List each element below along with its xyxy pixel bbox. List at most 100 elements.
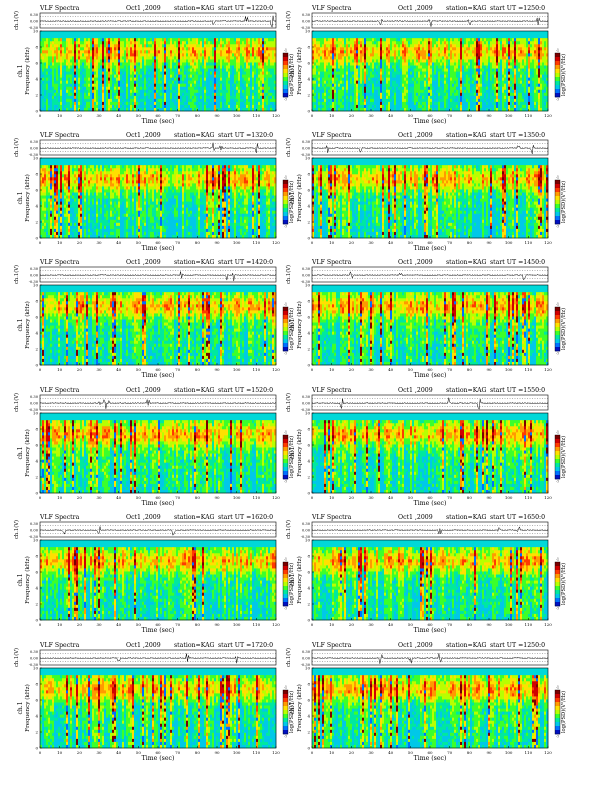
spectrogram-cell bbox=[68, 74, 71, 78]
spectrogram-cell bbox=[224, 89, 227, 94]
spectrogram-cell bbox=[322, 95, 325, 100]
spectrogram-cell bbox=[80, 86, 83, 91]
spectrogram-cell bbox=[194, 68, 197, 72]
spectrogram-cell bbox=[444, 62, 447, 66]
spectrogram-cell bbox=[108, 77, 111, 81]
spectrogram-cell bbox=[178, 68, 181, 72]
spectrogram-cell bbox=[336, 107, 339, 112]
spectrogram-cell bbox=[392, 86, 395, 91]
spectrogram-cell bbox=[50, 86, 53, 91]
spectrogram-cell bbox=[440, 107, 443, 112]
spectrogram-cell bbox=[468, 47, 471, 51]
spectrogram-cell bbox=[268, 107, 271, 112]
spectrogram-cell bbox=[450, 44, 453, 48]
spectrogram-cell bbox=[268, 80, 271, 84]
spectrogram-cell bbox=[92, 98, 95, 103]
colorbar-frame bbox=[282, 52, 289, 98]
spectrogram-cell bbox=[80, 77, 83, 81]
spectrogram-cell bbox=[362, 38, 365, 42]
spectrogram-cell bbox=[82, 104, 85, 109]
spectrogram-cell bbox=[366, 65, 369, 69]
spectrogram-cell bbox=[324, 41, 327, 45]
spectrogram-cell bbox=[344, 53, 347, 57]
spectrogram-cell bbox=[224, 71, 227, 75]
spectrogram-cell bbox=[340, 74, 343, 78]
spectrogram-cell bbox=[482, 50, 485, 54]
spectrogram-cell bbox=[454, 68, 457, 72]
spectrogram-cell bbox=[466, 98, 469, 103]
spectrogram-cell bbox=[46, 107, 49, 112]
spectrogram-cell bbox=[274, 98, 277, 103]
spectrogram-cell bbox=[450, 68, 453, 72]
spectrogram-cell bbox=[478, 71, 481, 75]
spectrogram-cell bbox=[252, 38, 255, 42]
spectrogram-cell bbox=[114, 92, 117, 97]
spectrogram-cell bbox=[458, 95, 461, 100]
spectrogram-cell bbox=[206, 62, 209, 66]
spectrogram-cell bbox=[334, 50, 337, 54]
spectrogram-cell bbox=[262, 65, 265, 69]
spectrogram-cell bbox=[386, 74, 389, 78]
spectrogram-cell bbox=[140, 80, 143, 84]
spectrogram-cell bbox=[410, 95, 413, 100]
spectrogram-cell bbox=[430, 83, 433, 88]
spectrogram-cell bbox=[420, 68, 423, 72]
spectrogram-cell bbox=[356, 86, 359, 91]
spectrogram-cell bbox=[208, 47, 211, 51]
spectrogram-cell bbox=[52, 74, 55, 78]
spectrogram-cell bbox=[168, 38, 171, 42]
spectrogram-cell bbox=[480, 74, 483, 78]
spectrogram-cell bbox=[120, 92, 123, 97]
spectrogram-cell bbox=[406, 74, 409, 78]
spectrogram-cell bbox=[458, 83, 461, 88]
spectrogram-cell bbox=[458, 38, 461, 42]
spectrogram-cell bbox=[432, 89, 435, 94]
spectrogram-cell bbox=[188, 107, 191, 112]
spectrogram-cell bbox=[48, 59, 51, 63]
spectrogram-cell bbox=[414, 98, 417, 103]
spectrogram-cell bbox=[132, 62, 135, 66]
spectrogram-cell bbox=[350, 83, 353, 88]
spectrogram-cell bbox=[452, 95, 455, 100]
spectrogram-cell bbox=[124, 86, 127, 91]
spectrogram-cell bbox=[188, 50, 191, 54]
spectrogram-cell bbox=[324, 74, 327, 78]
trace-tick-label: 0.00 bbox=[302, 20, 311, 24]
spectrogram-cell bbox=[194, 56, 197, 60]
spectrogram-cell bbox=[378, 104, 381, 109]
spectrogram-cell bbox=[376, 107, 379, 112]
spectrogram-cell bbox=[56, 59, 59, 63]
spectrogram-cell bbox=[72, 44, 75, 48]
spectrogram-cell bbox=[178, 104, 181, 109]
spectrogram-cell bbox=[352, 92, 355, 97]
spectrogram-cell bbox=[232, 56, 235, 60]
spectrogram-cell bbox=[172, 47, 175, 51]
spectrogram-cell bbox=[202, 44, 205, 48]
spectrogram-cell bbox=[64, 68, 67, 72]
spectrogram-cell bbox=[72, 83, 75, 88]
spectrogram-cell bbox=[424, 65, 427, 69]
spectrogram-cell bbox=[196, 83, 199, 88]
spectrogram-cell bbox=[438, 65, 441, 69]
spectrogram-cell bbox=[144, 68, 147, 72]
spectrogram-cell bbox=[102, 89, 105, 94]
spectrogram-cell bbox=[426, 47, 429, 51]
spectrogram-cell bbox=[188, 59, 191, 63]
spectrogram-cell bbox=[334, 71, 337, 75]
spectrogram-cell bbox=[430, 80, 433, 84]
spectrogram-cell bbox=[394, 89, 397, 94]
spectrogram-cell bbox=[230, 41, 233, 45]
spectrogram-cell bbox=[390, 53, 393, 57]
spectrogram-cell bbox=[246, 53, 249, 57]
spectrogram-cell bbox=[480, 38, 483, 42]
spectrogram-cell bbox=[362, 89, 365, 94]
spectrogram-cell bbox=[362, 83, 365, 88]
spectrogram-cell bbox=[416, 95, 419, 100]
spectrogram-cell bbox=[168, 80, 171, 84]
spectrogram-cell bbox=[174, 89, 177, 94]
spectrogram-cell bbox=[248, 53, 251, 57]
spectrogram-cell bbox=[482, 104, 485, 109]
colorbar-segment bbox=[283, 77, 288, 82]
spectrogram-cell bbox=[194, 77, 197, 81]
spectrogram-cell bbox=[96, 83, 99, 88]
